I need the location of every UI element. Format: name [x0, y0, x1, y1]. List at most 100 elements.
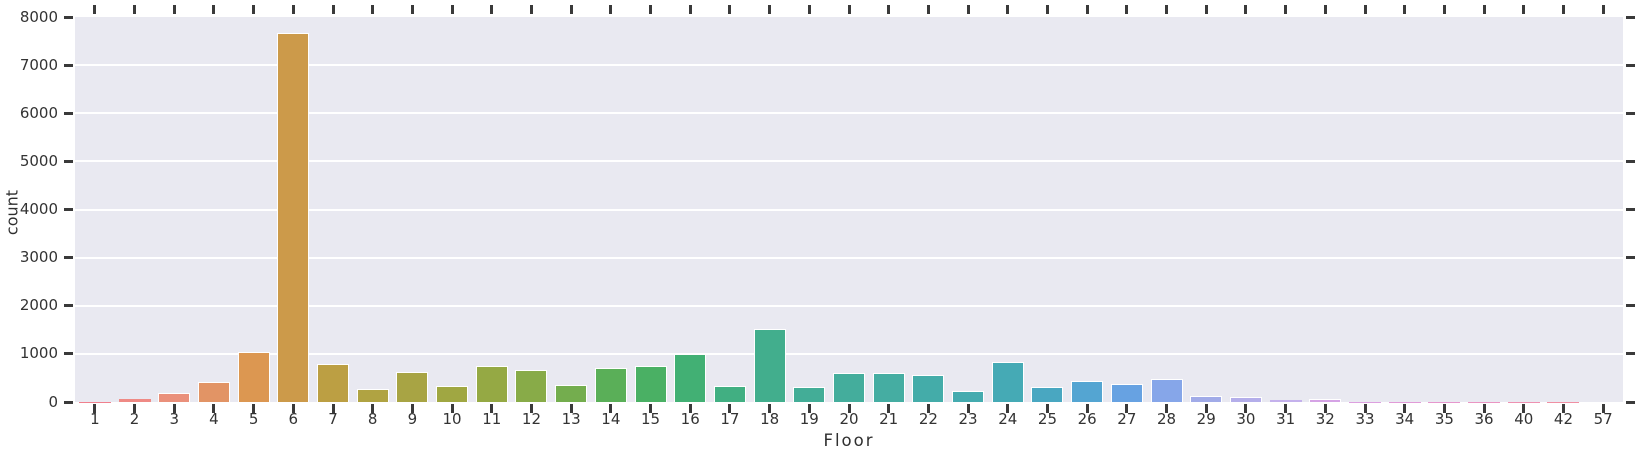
x-tick-mark-bottom	[569, 404, 573, 413]
x-tick-mark-top	[93, 5, 97, 14]
bar-floor-3	[158, 393, 191, 402]
y-tick-mark-left	[64, 352, 73, 356]
x-tick-mark-top	[1522, 5, 1526, 14]
x-tick-mark-bottom	[371, 404, 375, 413]
y-tick-mark-left	[64, 159, 73, 163]
x-tick-label: 8	[367, 410, 378, 428]
bar-floor-16	[674, 353, 707, 402]
x-tick-mark-top	[212, 5, 216, 14]
x-tick-label: 57	[1593, 410, 1613, 428]
x-tick-mark-top	[688, 5, 692, 14]
x-tick-label: 5	[248, 410, 259, 428]
x-tick-label: 13	[561, 410, 581, 428]
x-tick-mark-bottom	[768, 404, 772, 413]
bar-floor-8	[356, 389, 389, 402]
y-tick-mark-right	[1626, 304, 1635, 308]
bar-floor-25	[1031, 386, 1064, 402]
plot-area	[75, 17, 1623, 402]
x-tick-mark-bottom	[1363, 404, 1367, 413]
y-tick-mark-left	[64, 400, 73, 404]
y-tick-mark-left	[64, 63, 73, 67]
x-tick-mark-top	[887, 5, 891, 14]
x-tick-mark-top	[807, 5, 811, 14]
x-tick-label: 30	[1236, 410, 1256, 428]
x-tick-mark-bottom	[490, 404, 494, 413]
x-tick-mark-bottom	[1284, 404, 1288, 413]
x-tick-mark-top	[1045, 5, 1049, 14]
x-tick-mark-bottom	[1403, 404, 1407, 413]
y-tick-label: 6000	[19, 103, 58, 122]
x-tick-mark-top	[529, 5, 533, 14]
gridline	[75, 208, 1623, 211]
x-tick-label: 17	[720, 410, 740, 428]
bar-floor-17	[713, 385, 746, 402]
gridline	[75, 112, 1623, 115]
gridline	[75, 256, 1623, 259]
x-tick-mark-top	[450, 5, 454, 14]
x-tick-mark-bottom	[688, 404, 692, 413]
y-tick-mark-right	[1626, 256, 1635, 260]
x-tick-mark-top	[410, 5, 414, 14]
y-tick-mark-left	[64, 208, 73, 211]
x-tick-mark-bottom	[966, 404, 970, 413]
x-tick-label: 40	[1514, 410, 1534, 428]
x-tick-mark-top	[1006, 5, 1010, 14]
x-tick-label: 23	[958, 410, 978, 428]
x-tick-label: 19	[799, 410, 819, 428]
x-tick-label: 33	[1355, 410, 1375, 428]
y-tick-label: 8000	[19, 7, 58, 26]
x-tick-mark-top	[1204, 5, 1208, 14]
gridline	[75, 352, 1623, 355]
bar-floor-24	[991, 362, 1024, 402]
x-tick-mark-top	[490, 5, 494, 14]
x-tick-mark-bottom	[1045, 404, 1049, 413]
x-tick-mark-top	[331, 5, 335, 14]
x-tick-mark-bottom	[1085, 404, 1089, 413]
x-tick-mark-bottom	[1006, 404, 1010, 413]
x-tick-mark-bottom	[1204, 404, 1208, 413]
x-tick-mark-bottom	[172, 404, 176, 413]
x-tick-label: 42	[1553, 410, 1573, 428]
x-tick-label: 18	[760, 410, 780, 428]
x-tick-label: 20	[839, 410, 859, 428]
bar-floor-19	[793, 387, 826, 402]
bar-floor-11	[475, 365, 508, 402]
x-tick-mark-top	[569, 5, 573, 14]
x-tick-label: 11	[482, 410, 502, 428]
x-tick-mark-top	[252, 5, 256, 14]
x-tick-mark-bottom	[291, 404, 295, 413]
y-tick-mark-left	[64, 256, 73, 260]
bar-floor-6	[277, 33, 310, 402]
x-tick-label: 7	[328, 410, 338, 428]
y-tick-mark-left	[64, 304, 73, 308]
x-tick-label: 28	[1156, 410, 1177, 428]
x-tick-mark-bottom	[212, 404, 216, 413]
x-tick-label: 36	[1474, 410, 1494, 428]
x-tick-mark-bottom	[1522, 404, 1526, 413]
x-tick-mark-top	[609, 5, 613, 14]
x-tick-mark-bottom	[1323, 404, 1327, 413]
x-tick-mark-top	[133, 5, 137, 14]
gridline	[75, 304, 1623, 307]
x-tick-mark-bottom	[1125, 404, 1129, 413]
x-tick-mark-bottom	[529, 404, 533, 413]
x-tick-label: 6	[288, 410, 299, 428]
x-tick-mark-bottom	[649, 404, 653, 413]
bar-floor-20	[833, 373, 865, 402]
bar-floor-21	[872, 372, 905, 402]
y-tick-label: 0	[48, 392, 58, 411]
x-tick-label: 15	[640, 410, 661, 428]
x-tick-mark-bottom	[1561, 404, 1565, 413]
x-tick-mark-bottom	[252, 404, 256, 413]
bar-floor-23	[952, 390, 985, 402]
bar-floor-22	[912, 375, 945, 402]
y-tick-label: 7000	[19, 55, 58, 74]
bar-floor-9	[396, 371, 429, 402]
x-tick-label: 10	[442, 410, 462, 428]
x-tick-mark-top	[1125, 5, 1129, 14]
bar-floor-4	[197, 381, 230, 402]
y-tick-label: 2000	[19, 296, 58, 315]
x-tick-mark-top	[768, 5, 772, 14]
x-tick-mark-bottom	[1165, 404, 1169, 413]
x-tick-mark-top	[1323, 5, 1327, 14]
